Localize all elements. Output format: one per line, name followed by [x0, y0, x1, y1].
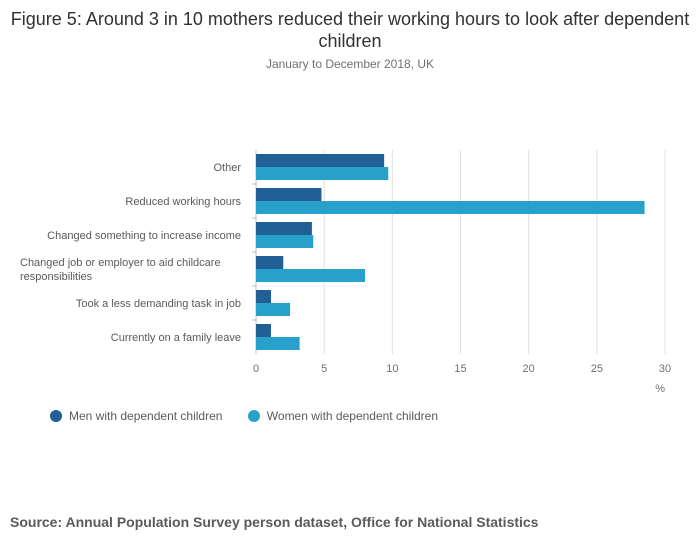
- bar-women-5[interactable]: [256, 337, 300, 350]
- bar-chart: Other Reduced working hours Changed someth…: [20, 150, 671, 395]
- bar-women-0[interactable]: [256, 167, 389, 180]
- legend-label-men: Men with dependent children: [69, 409, 223, 423]
- category-label-line: Changed job or employer to aid childcare: [20, 257, 221, 269]
- x-tick-label: 5: [321, 363, 327, 375]
- x-tick-label: 10: [386, 363, 398, 375]
- x-tick-label: 20: [523, 363, 535, 375]
- chart-title: Figure 5: Around 3 in 10 mothers reduced…: [10, 9, 690, 51]
- bar-women-3[interactable]: [256, 269, 366, 282]
- x-tick-label: 25: [591, 363, 603, 375]
- chart-subtitle: January to December 2018, UK: [265, 57, 435, 71]
- bar-men-1[interactable]: [256, 188, 322, 201]
- bar-men-2[interactable]: [256, 222, 312, 235]
- legend-swatch-men: [50, 410, 62, 422]
- category-label: Other: [213, 162, 241, 174]
- legend-swatch-women: [247, 410, 260, 422]
- gridlines: [252, 150, 666, 354]
- legend: Men with dependent children Women with d…: [50, 409, 460, 425]
- category-label: Reduced working hours: [125, 196, 241, 208]
- legend-label-women: Women with dependent children: [266, 409, 438, 423]
- legend-item-men[interactable]: Men with dependent children: [50, 409, 222, 423]
- bars: [256, 154, 645, 350]
- category-label-line: responsibilities: [20, 271, 93, 283]
- source-note: Source: Annual Population Survey person …: [10, 514, 539, 530]
- bar-women-2[interactable]: [256, 235, 314, 248]
- category-labels: Other Reduced working hours Changed someth…: [20, 162, 241, 344]
- category-label: Currently on a family leave: [111, 332, 241, 344]
- bar-men-5[interactable]: [256, 324, 271, 337]
- x-axis-ticks: 0 5 10 15 20 25 30: [253, 363, 671, 375]
- x-tick-label: 0: [253, 363, 259, 375]
- bar-men-3[interactable]: [256, 256, 284, 269]
- bar-men-0[interactable]: [256, 154, 385, 167]
- x-axis-unit-label: %: [655, 383, 665, 395]
- x-tick-label: 15: [454, 363, 466, 375]
- bar-women-1[interactable]: [256, 201, 645, 214]
- category-label: Took a less demanding task in job: [76, 298, 241, 310]
- category-label: Changed job or employer to aid childcare…: [20, 257, 221, 283]
- legend-item-women[interactable]: Women with dependent children: [247, 409, 438, 423]
- category-label: Changed something to increase income: [47, 230, 241, 242]
- x-tick-label: 30: [659, 363, 671, 375]
- bar-men-4[interactable]: [256, 290, 271, 303]
- bar-women-4[interactable]: [256, 303, 291, 316]
